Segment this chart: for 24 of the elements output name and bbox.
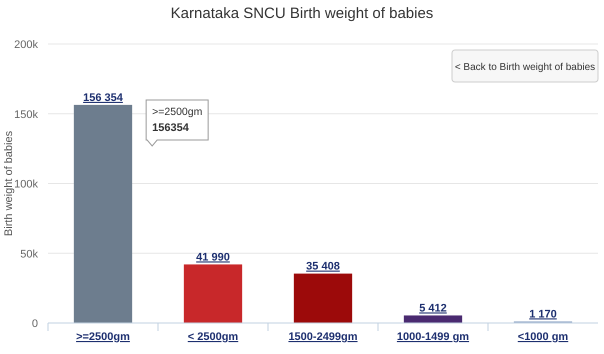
bar <box>294 274 352 323</box>
chart-title: Karnataka SNCU Birth weight of babies <box>170 5 434 22</box>
bar <box>74 104 132 323</box>
y-tick-label: 50k <box>20 248 38 260</box>
y-tick-label: 200k <box>14 39 38 51</box>
x-tick-label: <1000 gm <box>518 331 568 343</box>
x-tick-label: >=2500gm <box>76 331 130 343</box>
y-axis-title: Birth weight of babies <box>3 130 15 236</box>
data-label: 35 408 <box>306 260 340 273</box>
data-label: 5 412 <box>419 302 447 314</box>
y-tick-label: 100k <box>14 178 38 190</box>
bar <box>404 315 462 323</box>
y-tick-label: 150k <box>14 108 38 121</box>
data-label: 1 170 <box>529 308 557 320</box>
bar <box>184 264 242 323</box>
y-tick-label: 0 <box>32 318 38 330</box>
data-label: 41 990 <box>196 251 230 264</box>
x-tick-label: 1000-1499 gm <box>396 331 470 343</box>
data-label: 156 354 <box>83 92 124 104</box>
x-tick-label: < 2500gm <box>188 331 238 343</box>
annotation: < Back to Birth weight of babies <box>454 62 596 73</box>
x-tick-label: 1500-2499gm <box>288 331 358 343</box>
annotation: 156354 <box>152 122 190 134</box>
annotation: >=2500gm <box>152 106 203 118</box>
